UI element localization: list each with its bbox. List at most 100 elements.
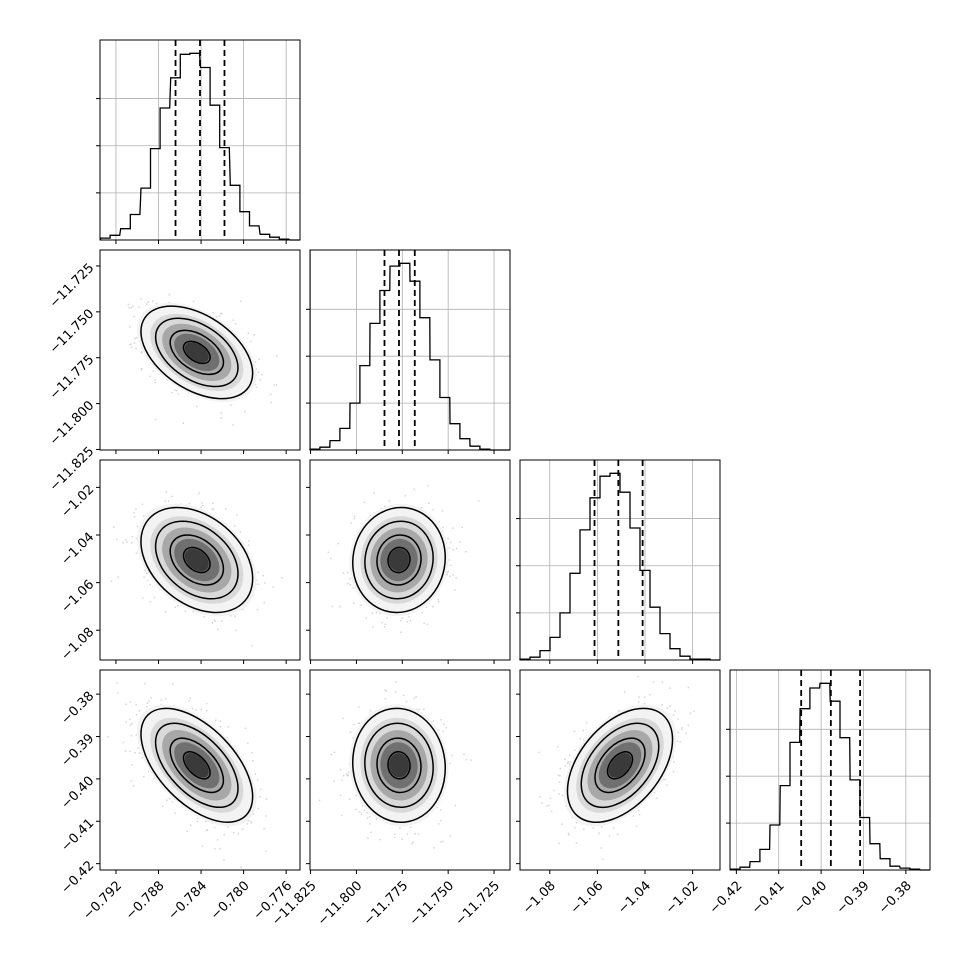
density-level — [389, 753, 409, 778]
scatter-point — [394, 691, 397, 693]
scatter-point — [131, 764, 134, 766]
hist-panel-2 — [306, 249, 511, 454]
scatter-point — [270, 401, 272, 404]
scatter-point — [333, 780, 336, 783]
scatter-point — [239, 531, 242, 533]
scatter-point — [442, 730, 444, 733]
scatter-point — [339, 768, 342, 771]
scatter-point — [130, 346, 133, 349]
scatter-point — [262, 574, 265, 577]
scatter-point — [414, 832, 416, 835]
scatter-point — [213, 826, 216, 829]
scatter-point — [140, 298, 142, 300]
scatter-point — [477, 500, 480, 502]
scatter-point — [265, 798, 268, 800]
scatter-point — [218, 315, 221, 317]
scatter-panel-3-4 — [516, 669, 721, 874]
density-level — [184, 548, 209, 572]
scatter-point — [131, 541, 133, 544]
scatter-point — [239, 300, 242, 303]
scatter-point — [216, 839, 219, 841]
scatter-point — [395, 681, 397, 683]
scatter-point — [171, 391, 173, 394]
scatter-point — [360, 604, 362, 606]
scatter-point — [406, 620, 409, 623]
scatter-point — [141, 597, 144, 599]
scatter-point — [541, 802, 543, 804]
scatter-point — [381, 621, 383, 624]
scatter-point — [616, 833, 619, 836]
scatter-point — [247, 332, 250, 335]
scatter-point — [372, 625, 374, 628]
scatter-point — [265, 850, 267, 853]
scatter-point — [256, 608, 259, 611]
scatter-point — [112, 526, 115, 528]
scatter-point — [448, 547, 451, 549]
scatter-point — [141, 756, 144, 759]
scatter-point — [455, 547, 458, 550]
scatter-point — [122, 541, 125, 544]
scatter-point — [449, 575, 451, 578]
scatter-point — [263, 827, 266, 830]
scatter-content — [110, 490, 283, 647]
scatter-point — [413, 488, 416, 491]
scatter-point — [258, 358, 261, 361]
scatter-point — [147, 579, 149, 582]
scatter-point — [415, 696, 417, 698]
scatter-point — [347, 774, 350, 776]
scatter-point — [182, 422, 185, 425]
scatter-point — [135, 347, 138, 350]
scatter-point — [107, 735, 109, 738]
scatter-point — [133, 512, 136, 514]
scatter-point — [132, 305, 134, 308]
scatter-frame — [309, 669, 511, 871]
scatter-point — [393, 833, 396, 836]
scatter-point — [148, 700, 151, 702]
scatter-point — [259, 795, 261, 798]
scatter-point — [196, 820, 199, 823]
scatter-point — [206, 829, 209, 831]
scatter-point — [592, 827, 595, 829]
scatter-point — [361, 804, 364, 807]
hist-panel-4 — [726, 669, 931, 874]
scatter-point — [661, 681, 664, 684]
scatter-point — [355, 808, 357, 811]
scatter-point — [264, 582, 266, 584]
scatter-point — [676, 740, 679, 743]
scatter-point — [363, 809, 366, 812]
scatter-point — [413, 697, 416, 700]
scatter-point — [116, 538, 118, 541]
scatter-point — [454, 589, 456, 591]
scatter-point — [357, 706, 360, 708]
scatter-point — [239, 866, 242, 869]
scatter-point — [451, 754, 453, 757]
scatter-point — [652, 681, 655, 684]
density-level — [184, 342, 209, 363]
scatter-point — [465, 758, 467, 761]
scatter-point — [89, 302, 91, 304]
hist-step-line — [519, 472, 720, 661]
contour-line — [182, 340, 211, 365]
scatter-point — [257, 371, 260, 374]
scatter-point — [246, 822, 249, 825]
scatter-point — [153, 596, 156, 599]
contour-line — [364, 722, 434, 809]
scatter-point — [669, 705, 672, 707]
scatter-point — [546, 805, 548, 808]
scatter-point — [229, 614, 232, 617]
density-level — [184, 753, 209, 778]
scatter-point — [116, 682, 118, 684]
scatter-point — [129, 750, 132, 753]
scatter-point — [437, 598, 440, 601]
scatter-point — [237, 833, 240, 835]
scatter-point — [346, 582, 349, 585]
scatter-point — [561, 823, 563, 826]
scatter-content — [327, 484, 480, 634]
scatter-point — [146, 705, 149, 708]
scatter-point — [600, 826, 603, 828]
scatter-point — [213, 847, 216, 850]
scatter-point — [138, 752, 141, 755]
scatter-content — [107, 682, 268, 869]
scatter-point — [133, 342, 136, 345]
